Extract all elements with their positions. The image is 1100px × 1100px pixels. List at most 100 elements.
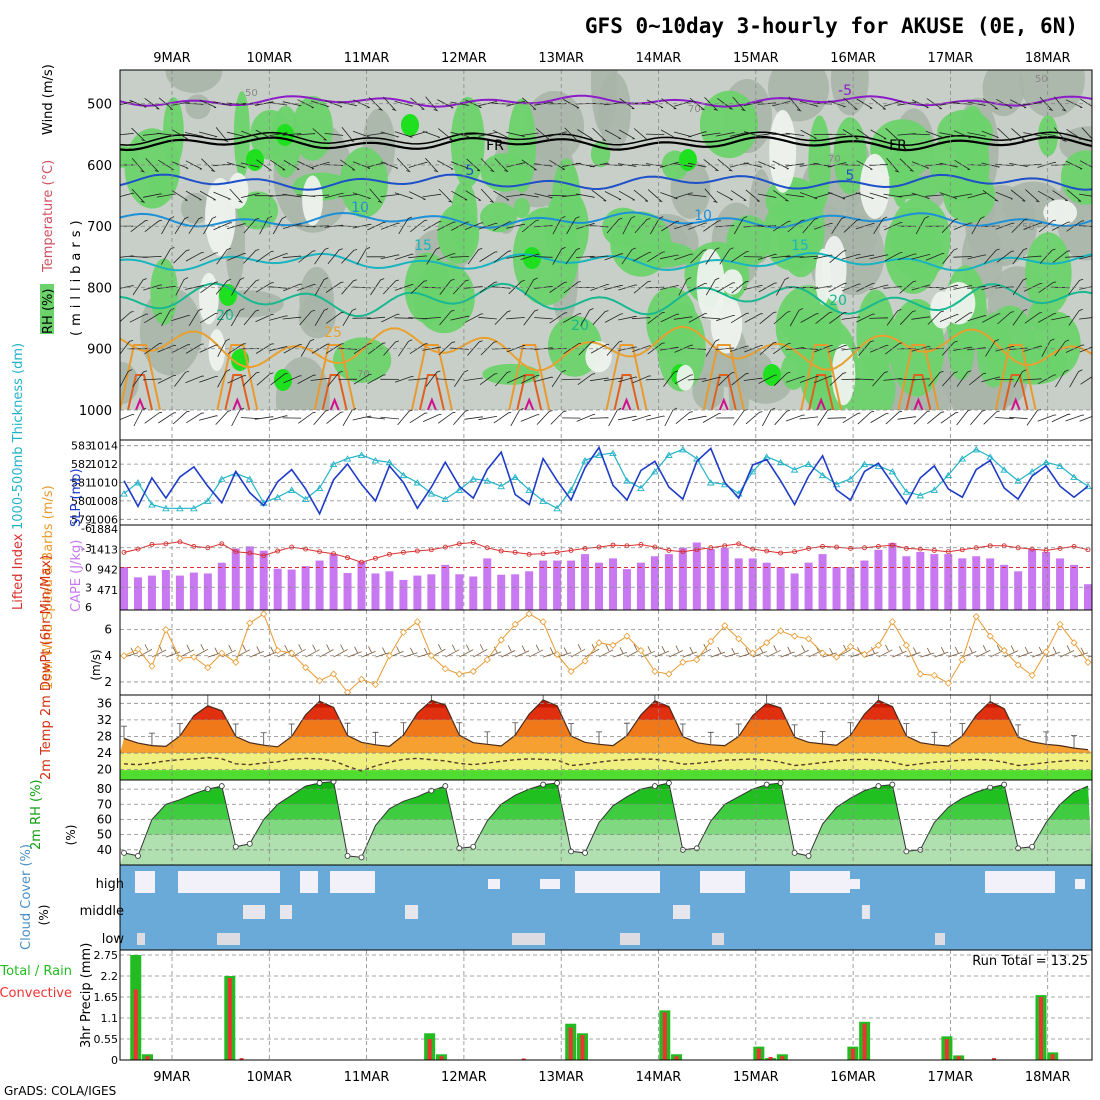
thickness-point — [986, 453, 994, 460]
wind-barb — [704, 97, 719, 111]
wind-barb — [926, 98, 943, 110]
rh-zone-mid — [598, 72, 631, 151]
cloud-low-patch — [712, 933, 724, 945]
wind-barb-10m — [598, 644, 614, 658]
wind-barb — [1025, 189, 1041, 203]
wind-barb — [352, 130, 371, 138]
wind-barb — [591, 189, 607, 202]
wind-barb — [633, 189, 649, 202]
isotherm-line — [120, 135, 1092, 152]
cape-bar — [930, 554, 939, 610]
thickness-point — [916, 492, 925, 499]
wind-barb — [1051, 286, 1070, 289]
wind-speed-point — [665, 670, 673, 678]
wind-barb — [733, 216, 748, 235]
wind-barb-10m — [417, 647, 432, 658]
wind-barb — [451, 221, 470, 231]
wind-barb — [632, 252, 651, 262]
wind-barb — [592, 310, 609, 325]
rh-zone-high — [480, 153, 528, 192]
wind-barb — [282, 316, 302, 320]
wind-barb — [437, 411, 456, 424]
lifted-index-point — [456, 541, 462, 547]
rh-zone-high — [451, 180, 478, 253]
wind-barb — [282, 193, 302, 198]
wind-barb — [1068, 278, 1084, 295]
wind-barb — [576, 414, 596, 422]
lifted-index-point — [820, 543, 826, 549]
wind-barb — [785, 194, 805, 198]
wind-barb — [272, 216, 287, 235]
wind-barb — [409, 412, 428, 424]
wind-barb — [813, 222, 833, 230]
wind-barb — [842, 283, 861, 292]
lifted-index-point — [135, 546, 141, 552]
wind-barb — [352, 161, 371, 169]
thickness-point — [930, 486, 939, 493]
rh-zone-mid — [830, 70, 869, 116]
wind-speed-point — [232, 658, 240, 666]
wind-barb — [173, 249, 190, 264]
rh-zone-high — [148, 173, 175, 196]
rh-zone-high — [602, 207, 645, 248]
cape-bar — [539, 560, 548, 610]
wind-barb — [631, 102, 651, 106]
wind-speed-point — [1028, 671, 1036, 679]
wind-barb — [967, 101, 987, 107]
cape-bar — [217, 562, 226, 610]
wind-barb-10m — [179, 644, 195, 658]
wind-barb — [716, 282, 735, 293]
temp-areas — [120, 695, 1092, 780]
wind-barb — [743, 284, 763, 290]
rh-point — [651, 783, 658, 789]
lifted-index-point — [638, 542, 644, 547]
lifted-index-point — [903, 545, 909, 551]
wind-barb — [185, 375, 204, 384]
rh-zone-mid — [1019, 70, 1085, 118]
isotherm-label: FR — [889, 138, 907, 154]
wind-barb — [925, 348, 944, 350]
rh-point — [805, 852, 812, 859]
wind-barb — [954, 159, 971, 170]
wind-speed-point — [1056, 620, 1064, 628]
wind-barb-10m — [249, 646, 264, 658]
wind-barb — [243, 217, 260, 234]
cape-bar — [343, 573, 352, 610]
cape-bar — [664, 554, 673, 610]
wind-barb — [352, 192, 372, 199]
wind-barb — [369, 188, 383, 204]
wind-barb — [297, 374, 316, 384]
wind-speed-point — [581, 657, 589, 665]
wind-barb — [1038, 219, 1056, 233]
cloud-high-patch — [985, 871, 1055, 893]
wind-barb — [144, 97, 160, 110]
sub-surface-area — [120, 410, 1092, 440]
temp2m-panel: 20 24 28 32 36 — [97, 694, 1093, 781]
wind-barb — [506, 375, 526, 384]
wind-barb — [120, 339, 134, 355]
wind-barb — [660, 161, 679, 168]
wind-barb — [226, 131, 246, 138]
wind-barb — [776, 277, 789, 296]
wind-speed-point — [413, 618, 421, 626]
minmax-whisker — [400, 722, 407, 736]
wind-barb — [256, 372, 274, 386]
wind-barb — [311, 343, 330, 354]
wind-barb — [743, 101, 763, 106]
thickness-point — [273, 493, 282, 501]
wind-barb — [689, 97, 706, 111]
cape-bar — [203, 573, 212, 610]
wind-barb — [647, 189, 663, 203]
wind-barb — [939, 162, 959, 168]
wind-barb — [702, 376, 721, 382]
wind-barb — [142, 378, 162, 381]
rh-point — [582, 849, 588, 856]
precip-convective-bar — [850, 1048, 855, 1060]
wind-barb — [884, 252, 903, 262]
rh-tick-label: 50 — [97, 828, 112, 842]
wind-barb — [394, 192, 414, 200]
wind-barb — [996, 98, 1013, 109]
cloud-high-patch — [178, 879, 195, 889]
isotherm-line — [120, 211, 1092, 229]
